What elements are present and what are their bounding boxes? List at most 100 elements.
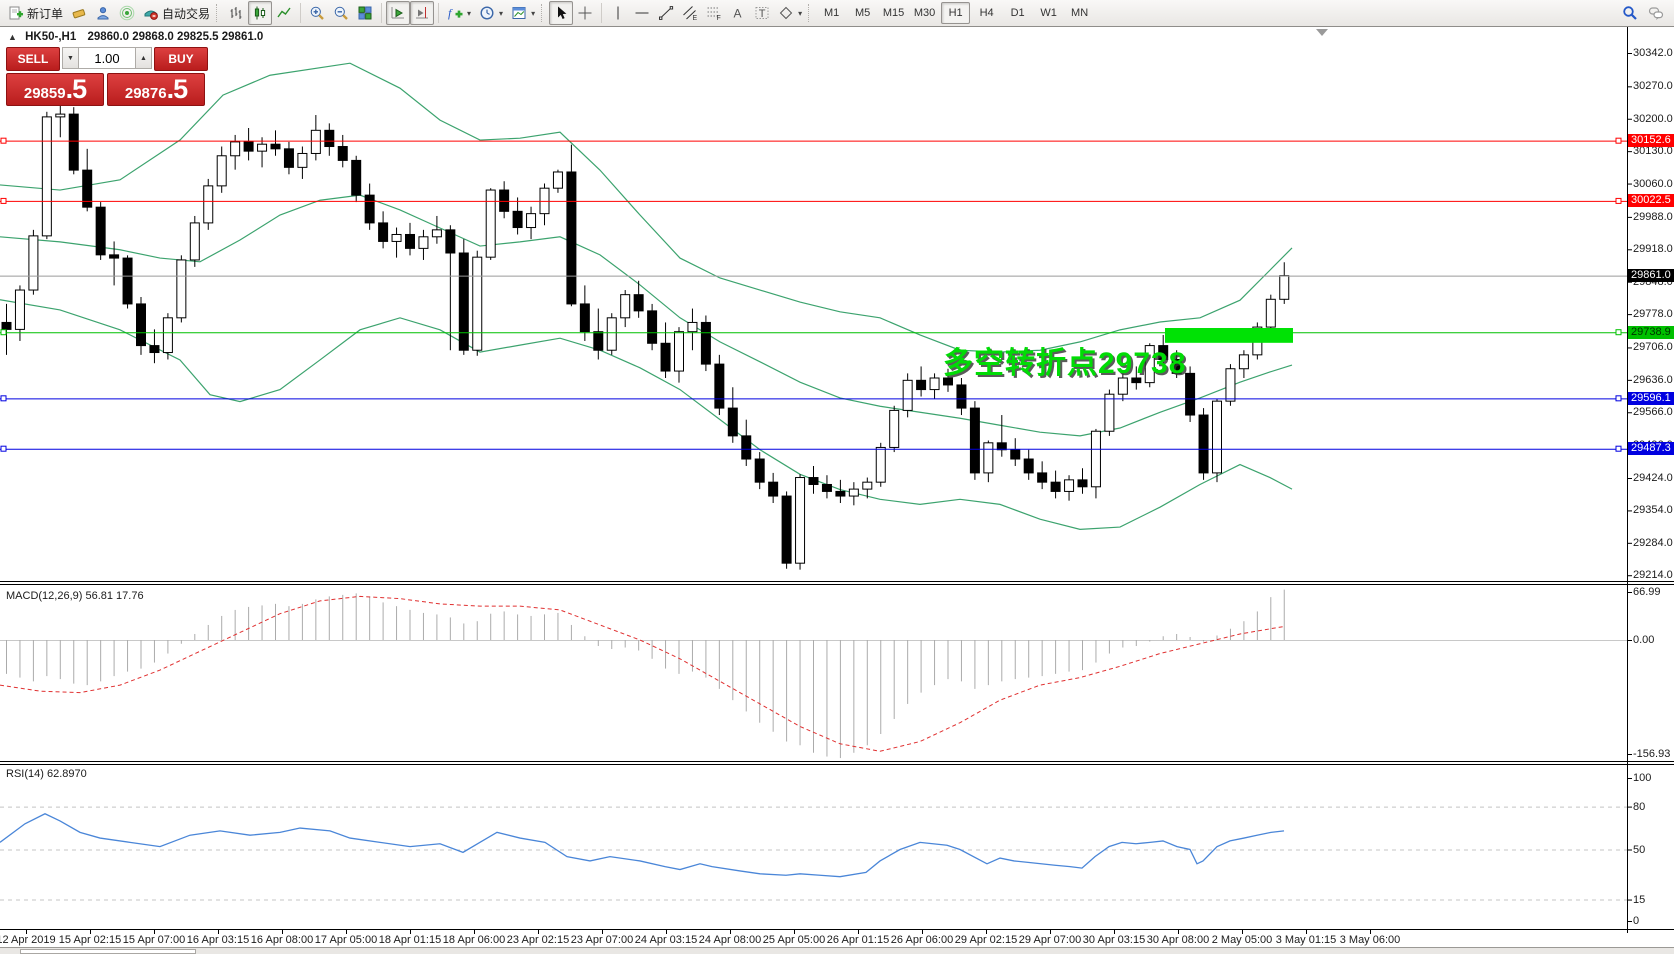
horizontal-scrollbar[interactable] [0, 947, 1674, 954]
volume-input[interactable] [79, 47, 135, 69]
candle [485, 189, 496, 258]
candle [1131, 377, 1142, 384]
chart-annotation-text: 多空转折点29738 [943, 347, 1187, 380]
chart-window: ▲ HK50-,H1 29860.0 29868.0 29825.5 29861… [0, 27, 1674, 954]
dropdown-arrow-icon: ▾ [531, 8, 536, 18]
chart-plot-area[interactable] [0, 27, 1674, 954]
auto-scroll-button[interactable] [386, 1, 411, 25]
indicators-icon: f [448, 6, 463, 20]
new-order-label: 新订单 [27, 6, 64, 21]
shapes-button[interactable]: ▾ [774, 1, 806, 25]
candle [418, 236, 429, 249]
candle [1050, 481, 1061, 492]
timeframe-button-M5[interactable]: M5 [854, 7, 871, 19]
timeframe-button-M30[interactable]: M30 [913, 7, 936, 19]
candle [378, 222, 389, 242]
autotrading-label: 自动交易 [162, 6, 211, 21]
time-tick-label: 30 Apr 08:00 [1146, 934, 1210, 946]
buy-price-display[interactable]: 29876 .5 [107, 73, 205, 106]
candle [647, 310, 658, 344]
rsi-indicator-label: RSI(14) 62.8970 [6, 768, 87, 780]
timeframe-button-MN[interactable]: MN [1071, 7, 1089, 19]
timeframe-button-H1[interactable]: H1 [941, 2, 971, 24]
chart-shift-button[interactable] [410, 1, 435, 25]
sell-button[interactable]: SELL [6, 47, 60, 71]
price-line-badge: 30022.5 [1628, 194, 1674, 208]
history-button[interactable] [67, 1, 91, 25]
horizontal-scrollbar-thumb[interactable] [20, 949, 196, 954]
timeframe-button-M15[interactable]: M15 [882, 7, 905, 19]
highlight-rectangle [1165, 328, 1293, 343]
candle [889, 409, 900, 448]
tile-windows-button[interactable] [353, 1, 377, 25]
main-toolbar: 新订单 自动交易 [0, 0, 1674, 27]
line-chart-button[interactable] [272, 1, 296, 25]
price-line-badge: 29738.9 [1628, 325, 1674, 339]
candle [566, 171, 577, 305]
candle [552, 171, 563, 189]
buy-button[interactable]: BUY [154, 47, 208, 71]
candle [95, 206, 106, 256]
zoom-out-button[interactable] [329, 1, 353, 25]
search-icon[interactable] [1622, 5, 1638, 21]
collapse-panel-icon[interactable]: ▲ [8, 32, 17, 42]
horizontal-line-button[interactable] [630, 1, 654, 25]
candle [216, 155, 227, 187]
vertical-line-button[interactable] [606, 1, 630, 25]
bar-chart-button[interactable] [224, 1, 248, 25]
axis-tick-label: 100 [1633, 772, 1652, 784]
indicators-button[interactable]: f ▾ [443, 1, 475, 25]
chart-shift-marker[interactable] [1316, 29, 1328, 36]
candle [714, 363, 725, 409]
text-label-button[interactable]: T [750, 1, 774, 25]
chat-icon[interactable] [1648, 5, 1664, 21]
dropdown-arrow-icon: ▾ [798, 8, 803, 18]
candle [781, 495, 792, 564]
candle [324, 129, 335, 148]
axis-tick-label: 30130.0 [1633, 145, 1673, 158]
periods-button[interactable]: ▾ [475, 1, 507, 25]
time-tick-label: 18 Apr 06:00 [442, 934, 506, 946]
signals-button[interactable] [115, 1, 139, 25]
zoom-in-button[interactable] [305, 1, 329, 25]
timeframe-button-H4[interactable]: H4 [979, 7, 994, 19]
sell-price-main: 29859 [23, 85, 66, 102]
time-tick-label: 26 Apr 01:15 [826, 934, 890, 946]
timeframe-button-D1[interactable]: D1 [1010, 7, 1025, 19]
buy-button-label: BUY [168, 52, 194, 66]
candle [1023, 458, 1034, 474]
candle [674, 331, 684, 372]
timeframe-button-M1[interactable]: M1 [823, 7, 840, 19]
cursor-button[interactable] [549, 1, 574, 25]
axis-tick-label: 30270.0 [1633, 80, 1673, 93]
new-order-button[interactable]: 新订单 [4, 1, 67, 25]
profile-icon [97, 7, 109, 20]
candle [902, 379, 913, 411]
candle [189, 222, 200, 261]
macd-indicator-label: MACD(12,26,9) 56.81 17.76 [6, 590, 144, 602]
volume-decrease-button[interactable]: ▼ [62, 47, 79, 69]
candle [431, 229, 442, 238]
sell-price-display[interactable]: 29859 .5 [6, 73, 104, 106]
trendline-button[interactable] [654, 1, 678, 25]
fibonacci-button[interactable]: F [702, 1, 726, 25]
market-watch-button[interactable] [91, 1, 115, 25]
template-icon [512, 7, 526, 19]
candle [1090, 430, 1101, 488]
crosshair-button[interactable] [573, 1, 597, 25]
timeframe-button-W1[interactable]: W1 [1040, 7, 1057, 19]
candle [875, 446, 886, 483]
text-icon: A [734, 7, 742, 21]
candle [230, 141, 241, 157]
text-button[interactable]: A [726, 1, 750, 25]
time-tick-label: 3 May 06:00 [1339, 934, 1401, 946]
chart-shift-icon [416, 7, 429, 19]
equidistant-channel-button[interactable]: E [678, 1, 702, 25]
templates-button[interactable]: ▾ [507, 1, 539, 25]
candlestick-chart-icon [254, 6, 266, 20]
price-line-badge: 29596.1 [1628, 391, 1674, 405]
candlestick-chart-button[interactable] [248, 1, 273, 25]
volume-increase-button[interactable]: ▲ [135, 47, 152, 69]
time-tick-label: 3 May 01:15 [1275, 934, 1337, 946]
autotrading-button[interactable]: 自动交易 [139, 1, 214, 25]
